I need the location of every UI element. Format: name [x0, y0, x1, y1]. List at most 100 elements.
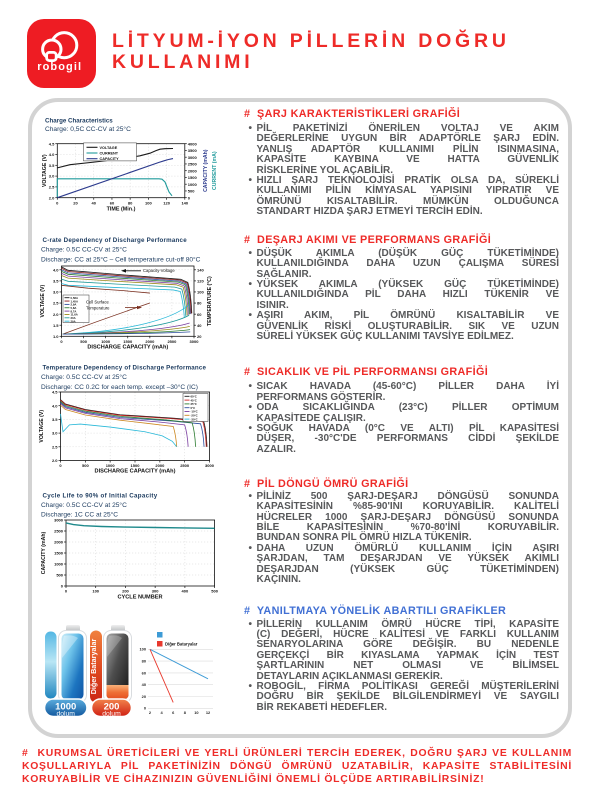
svg-text:Discharge: 1C CC at 25°C: Discharge: 1C CC at 25°C	[41, 511, 118, 519]
svg-text:29A: 29A	[71, 319, 76, 323]
svg-text:20: 20	[73, 200, 78, 205]
svg-text:60: 60	[142, 670, 146, 675]
svg-text:4000: 4000	[188, 141, 198, 146]
svg-text:2000: 2000	[145, 339, 155, 344]
svg-text:robogil: robogil	[37, 61, 82, 73]
svg-text:4.0: 4.0	[49, 152, 55, 157]
svg-text:5,8A: 5,8A	[71, 306, 77, 310]
svg-text:20: 20	[197, 334, 202, 339]
svg-text:4.5: 4.5	[49, 141, 55, 146]
svg-text:2500: 2500	[54, 529, 64, 534]
svg-text:3.0: 3.0	[53, 290, 59, 295]
svg-text:Cycle Life to 90% of Initial C: Cycle Life to 90% of Initial Capacity	[43, 493, 158, 500]
svg-text:CAPACITY (mAh): CAPACITY (mAh)	[41, 532, 47, 575]
svg-text:2000: 2000	[155, 463, 165, 468]
svg-text:VOLTAGE (V): VOLTAGE (V)	[40, 285, 46, 318]
svg-text:60: 60	[110, 200, 115, 205]
svg-text:3000: 3000	[205, 463, 215, 468]
svg-text:Temperature Dependency of Disc: Temperature Dependency of Discharge Perf…	[43, 365, 207, 372]
svg-text:2.5: 2.5	[52, 444, 58, 449]
svg-text:1000: 1000	[54, 562, 64, 567]
svg-text:500: 500	[188, 189, 195, 194]
svg-text:0°C: 0°C	[191, 406, 196, 410]
svg-text:0: 0	[61, 584, 64, 589]
svg-text:Charge: 0.5C CC-CV at 25°C: Charge: 0.5C CC-CV at 25°C	[41, 373, 127, 381]
svg-text:Discharge: CC at 25°C – Cell t: Discharge: CC at 25°C – Cell temperature…	[41, 256, 201, 264]
svg-text:CAPACITY: CAPACITY	[100, 157, 120, 161]
svg-text:-30°C: -30°C	[191, 417, 198, 421]
svg-text:1000: 1000	[106, 463, 116, 468]
svg-text:CYCLE NUMBER: CYCLE NUMBER	[117, 595, 162, 601]
svg-text:100: 100	[140, 647, 147, 652]
svg-text:TEMPERATURE (°C): TEMPERATURE (°C)	[207, 276, 213, 326]
svg-text:CURRENT (mA): CURRENT (mA)	[212, 151, 218, 190]
svg-text:Diğer Bataryalar: Diğer Bataryalar	[89, 639, 98, 695]
svg-text:0: 0	[59, 463, 62, 468]
svg-text:VOLTAGE (V): VOLTAGE (V)	[39, 410, 45, 443]
svg-text:1500: 1500	[54, 551, 64, 556]
svg-text:DISCHARGE CAPACITY (mAh): DISCHARGE CAPACITY (mAh)	[87, 345, 168, 351]
svg-text:Temperature: Temperature	[86, 306, 110, 311]
svg-text:2500: 2500	[167, 339, 177, 344]
svg-text:45°C: 45°C	[191, 398, 197, 402]
svg-text:8,7A: 8,7A	[71, 309, 77, 313]
svg-text:10: 10	[194, 710, 198, 715]
svg-text:12: 12	[206, 710, 211, 715]
svg-text:140: 140	[181, 200, 188, 205]
svg-text:TIME (Min.): TIME (Min.)	[107, 207, 136, 213]
svg-text:2500: 2500	[188, 162, 198, 167]
svg-text:200: 200	[104, 701, 120, 712]
svg-text:100: 100	[197, 290, 204, 295]
svg-text:0: 0	[188, 195, 191, 200]
svg-text:2.0: 2.0	[52, 458, 58, 463]
svg-text:Charge Characteristics: Charge Characteristics	[45, 117, 113, 124]
svg-text:1500: 1500	[123, 339, 133, 344]
svg-text:3000: 3000	[54, 518, 64, 523]
svg-text:500: 500	[80, 339, 87, 344]
svg-text:20: 20	[142, 694, 146, 699]
svg-text:Capacity-Voltage: Capacity-Voltage	[143, 268, 175, 273]
svg-text:dolum: dolum	[56, 711, 75, 718]
svg-text:20A: 20A	[71, 316, 76, 320]
svg-text:40: 40	[142, 682, 146, 687]
svg-text:40: 40	[197, 323, 202, 328]
svg-text:2.5: 2.5	[53, 301, 59, 306]
svg-text:0: 0	[65, 589, 68, 594]
svg-text:2,9A: 2,9A	[71, 303, 77, 307]
svg-text:1000: 1000	[188, 182, 198, 187]
svg-text:80: 80	[128, 200, 133, 205]
svg-text:1500: 1500	[131, 463, 141, 468]
svg-text:100: 100	[145, 200, 152, 205]
svg-text:0: 0	[144, 706, 146, 711]
svg-text:2.5: 2.5	[49, 185, 55, 190]
svg-text:140: 140	[197, 267, 204, 272]
svg-text:200: 200	[122, 589, 129, 594]
svg-text:80: 80	[197, 301, 202, 306]
svg-text:4.0: 4.0	[52, 403, 58, 408]
svg-text:Charge: 0.5C CC-CV at 25°C: Charge: 0.5C CC-CV at 25°C	[41, 501, 127, 509]
svg-text:2.0: 2.0	[53, 312, 59, 317]
svg-text:-20°C: -20°C	[191, 414, 198, 418]
svg-text:60°C: 60°C	[191, 395, 197, 399]
svg-text:500: 500	[82, 463, 89, 468]
svg-text:400: 400	[182, 589, 189, 594]
svg-text:Cell Surface: Cell Surface	[86, 300, 109, 305]
svg-text:2: 2	[149, 710, 152, 715]
svg-text:VOLTAGE (V): VOLTAGE (V)	[42, 154, 48, 187]
svg-text:3000: 3000	[188, 155, 198, 160]
svg-text:dolum: dolum	[102, 711, 121, 718]
svg-text:100: 100	[92, 589, 99, 594]
svg-text:11,6A: 11,6A	[71, 313, 78, 317]
svg-text:80: 80	[142, 659, 146, 664]
svg-text:2000: 2000	[188, 168, 198, 173]
svg-text:1500: 1500	[188, 175, 198, 180]
svg-text:3.0: 3.0	[49, 174, 55, 179]
svg-text:8: 8	[184, 710, 187, 715]
svg-text:1000: 1000	[55, 701, 76, 712]
svg-text:3.5: 3.5	[49, 163, 55, 168]
svg-text:Charge: 0.5C CC-CV at 25°C: Charge: 0.5C CC-CV at 25°C	[41, 246, 127, 254]
svg-text:0: 0	[56, 200, 59, 205]
svg-text:Diğer Bataryalar: Diğer Bataryalar	[165, 642, 198, 647]
svg-text:1,45A: 1,45A	[71, 299, 78, 303]
svg-text:2500: 2500	[180, 463, 190, 468]
